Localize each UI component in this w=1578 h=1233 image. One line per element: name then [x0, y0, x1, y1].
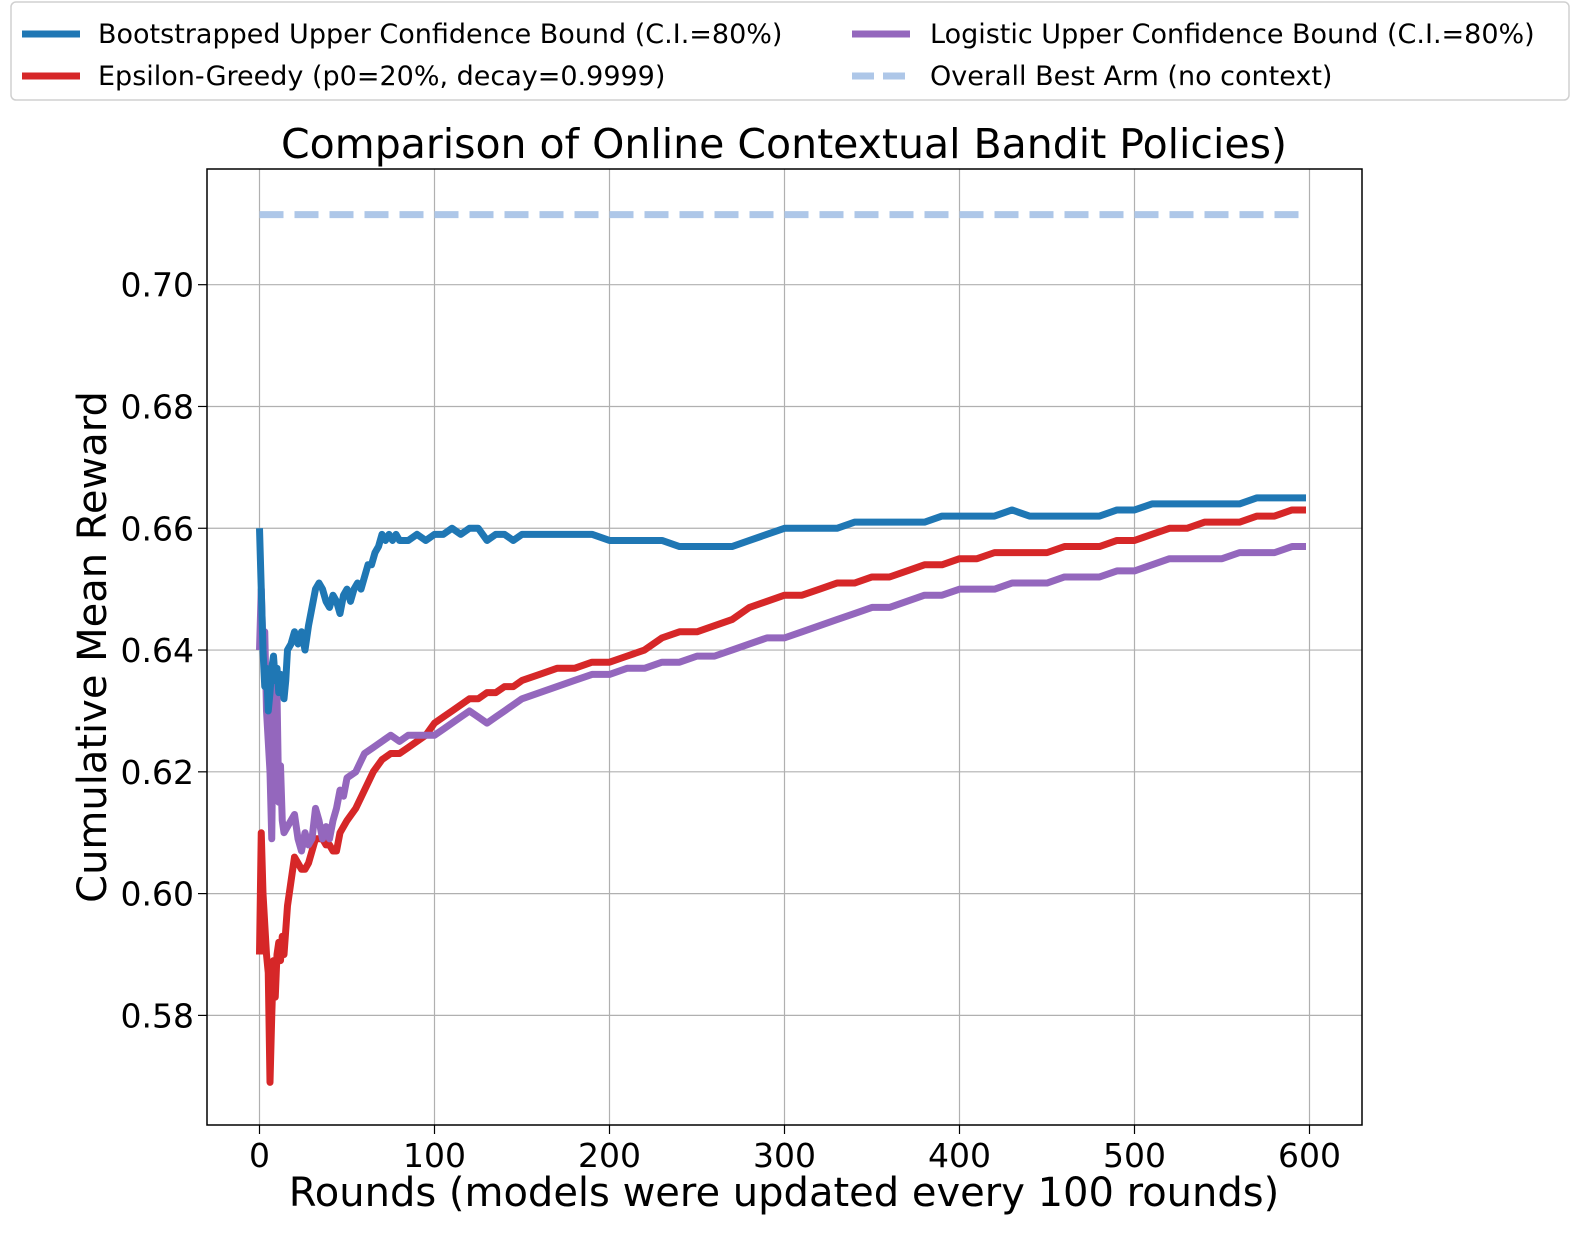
legend-label-bootstrapped-ucb: Bootstrapped Upper Confidence Bound (C.I…: [98, 19, 782, 50]
series-line-logistic-ucb: [256, 543, 1306, 855]
x-tick-label: 500: [1103, 1136, 1166, 1175]
legend-entry-logistic-ucb: Logistic Upper Confidence Bound (C.I.=80…: [852, 19, 1535, 50]
y-tick-label: 0.70: [121, 266, 194, 305]
legend-label-epsilon-greedy: Epsilon-Greedy (p0=20%, decay=0.9999): [98, 61, 665, 92]
y-tick-label: 0.60: [121, 875, 194, 914]
legend-entry-epsilon-greedy: Epsilon-Greedy (p0=20%, decay=0.9999): [22, 61, 665, 92]
x-axis-title: Rounds (models were updated every 100 ro…: [289, 1170, 1279, 1216]
series: [256, 211, 1306, 1086]
plot-area-frame: [206, 168, 1363, 1126]
y-tick-label: 0.68: [121, 387, 194, 426]
y-tick-label: 0.58: [121, 996, 194, 1035]
legend-frame: [10, 1, 1570, 101]
y-axis-ticks: 0.58 0.60 0.62 0.64 0.66 0.68 0.70: [121, 266, 207, 1035]
x-tick-label: 0: [249, 1136, 270, 1175]
series-line-bootstrapped-ucb: [256, 494, 1306, 715]
y-tick-label: 0.62: [121, 753, 194, 792]
x-tick-label: 600: [1278, 1136, 1341, 1175]
x-tick-label: 400: [928, 1136, 991, 1175]
x-axis-ticks: 0 100 200 300 400 500 600: [249, 1125, 1341, 1175]
chart-title: Comparison of Online Contextual Bandit P…: [281, 120, 1287, 168]
y-axis-title: Cumulative Mean Reward: [70, 391, 116, 903]
x-tick-label: 200: [578, 1136, 641, 1175]
legend-entry-bootstrapped-ucb: Bootstrapped Upper Confidence Bound (C.I…: [22, 19, 782, 50]
y-tick-label: 0.66: [121, 509, 194, 548]
legend-label-logistic-ucb: Logistic Upper Confidence Bound (C.I.=80…: [930, 19, 1535, 50]
y-tick-label: 0.64: [121, 631, 194, 670]
legend-entry-overall-best-arm: Overall Best Arm (no context): [852, 61, 1332, 92]
legend: Bootstrapped Upper Confidence Bound (C.I…: [10, 1, 1570, 101]
x-tick-label: 300: [753, 1136, 816, 1175]
x-tick-label: 100: [403, 1136, 466, 1175]
series-line-epsilon-greedy: [256, 506, 1306, 1086]
legend-label-overall-best-arm: Overall Best Arm (no context): [930, 61, 1332, 92]
